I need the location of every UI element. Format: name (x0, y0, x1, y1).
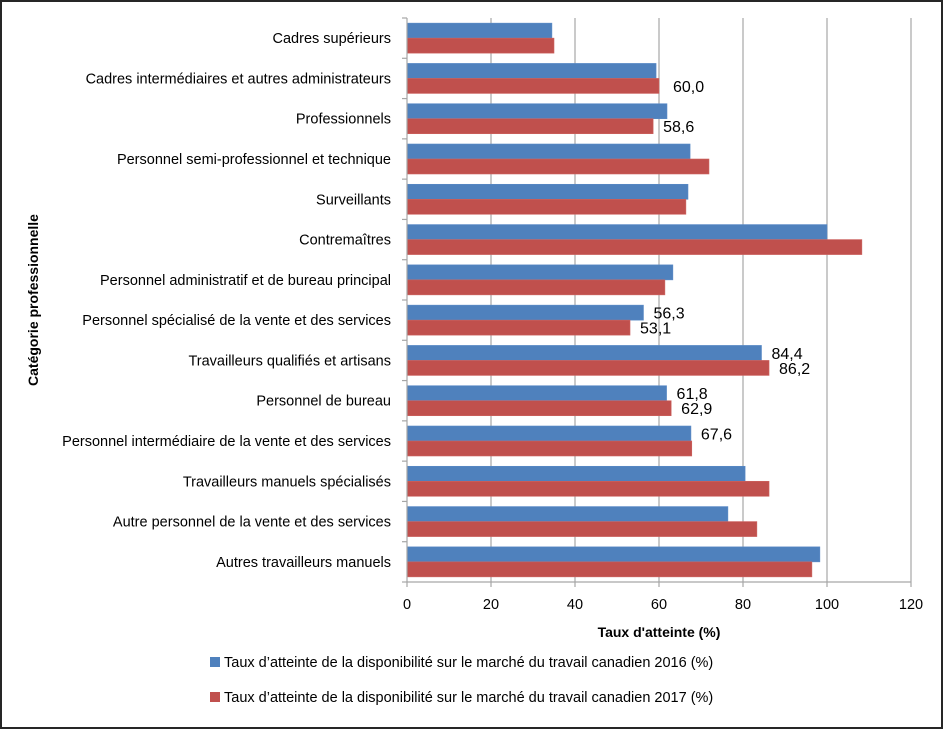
bars (406, 22, 863, 578)
bar-2017 (406, 561, 813, 578)
data-label-2016: 67,6 (701, 427, 732, 444)
bar-2017 (406, 360, 770, 376)
bar-2017 (406, 319, 631, 336)
bar-2016 (406, 22, 553, 39)
bar-2017 (406, 440, 693, 457)
axes (402, 17, 912, 587)
data-label-2016: 61,8 (677, 386, 708, 403)
y-axis-title: Catégorie professionnelle (25, 214, 41, 386)
x-tick-labels: 0 20 40 60 80 100 120 (403, 597, 923, 613)
bar-2017 (406, 158, 710, 175)
bar-2017 (406, 37, 555, 54)
legend-swatch-2016 (210, 657, 220, 667)
data-label-2017: 58,6 (663, 119, 694, 136)
bar-2016 (406, 103, 668, 120)
bar-2016 (406, 385, 667, 402)
bar-2017 (406, 198, 687, 215)
data-label-2017: 86,2 (779, 361, 810, 378)
x-tick-label: 100 (815, 597, 839, 613)
bar-2017 (406, 279, 666, 296)
bar-2016 (406, 506, 729, 522)
bar-2017 (406, 239, 863, 255)
category-labels: Cadres supérieurs Cadres intermédiaires e… (62, 31, 391, 571)
legend: Taux d’atteinte de la disponibilité sur … (210, 655, 713, 706)
bar-2017 (406, 118, 654, 135)
bar-2017 (406, 400, 672, 417)
bar-2016 (406, 546, 821, 563)
x-tick-label: 0 (403, 597, 411, 613)
bar-2017 (406, 480, 770, 497)
x-tick-label: 60 (651, 597, 667, 613)
data-labels: 56,3 84,4 61,8 67,6 60,0 58,6 53,1 86,2 62,9 (640, 79, 810, 444)
bar-2016 (406, 304, 644, 321)
category-label: Autres travailleurs manuels (216, 555, 391, 571)
x-tick-label: 120 (899, 597, 923, 613)
category-label: Personnel de bureau (256, 394, 391, 410)
category-label: Cadres intermédiaires et autres administ… (86, 71, 391, 87)
data-label-2016: 56,3 (653, 306, 684, 323)
x-axis-title: Taux d'atteinte (%) (598, 624, 721, 640)
category-label: Personnel spécialisé de la vente et des … (82, 313, 391, 329)
data-label-2017: 62,9 (681, 401, 712, 418)
category-label: Autre personnel de la vente et des servi… (113, 515, 391, 531)
bar-2016 (406, 183, 689, 200)
category-label: Travailleurs manuels spécialisés (183, 474, 391, 490)
category-label: Personnel administratif et de bureau pri… (100, 273, 391, 289)
bar-2016 (406, 425, 692, 442)
data-label-2016: 84,4 (771, 346, 802, 363)
bar-2016 (406, 63, 657, 79)
bar-2017 (406, 521, 758, 537)
x-tick-label: 40 (567, 597, 583, 613)
category-label: Travailleurs qualifiés et artisans (188, 353, 391, 369)
category-label: Personnel intermédiaire de la vente et d… (62, 434, 391, 450)
bar-2016 (406, 465, 746, 482)
bar-2016 (406, 264, 674, 281)
x-tick-label: 80 (735, 597, 751, 613)
category-label: Contremaîtres (299, 233, 391, 249)
bar-2017 (406, 78, 660, 94)
category-label: Cadres supérieurs (273, 31, 391, 47)
category-label: Surveillants (316, 192, 391, 208)
bar-2016 (406, 143, 691, 160)
category-label: Personnel semi-professionnel et techniqu… (117, 152, 391, 168)
bar-2016 (406, 345, 762, 361)
x-tick-label: 20 (483, 597, 499, 613)
data-label-2017: 53,1 (640, 321, 671, 338)
legend-label-2017: Taux d’atteinte de la disponibilité sur … (224, 690, 713, 706)
data-label-2017: 60,0 (673, 79, 704, 96)
category-label: Professionnels (296, 112, 391, 128)
bar-2016 (406, 224, 828, 240)
legend-swatch-2017 (210, 692, 220, 702)
gridlines (490, 18, 912, 582)
legend-label-2016: Taux d’atteinte de la disponibilité sur … (224, 655, 713, 671)
